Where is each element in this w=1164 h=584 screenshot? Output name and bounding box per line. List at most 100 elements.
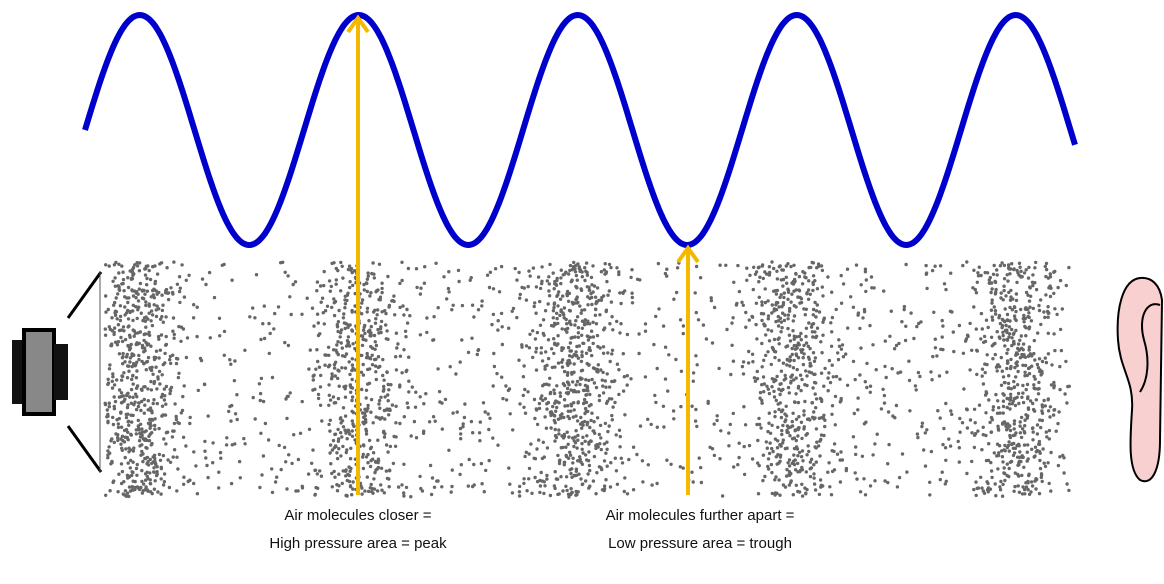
molecule xyxy=(361,335,364,338)
molecule xyxy=(121,271,124,274)
molecule xyxy=(785,363,788,366)
molecule xyxy=(1002,400,1005,403)
molecule xyxy=(113,301,116,304)
molecule xyxy=(501,397,504,400)
molecule xyxy=(777,336,780,339)
molecule xyxy=(342,316,345,319)
molecule xyxy=(118,417,121,420)
molecule xyxy=(1022,401,1025,404)
molecule xyxy=(571,461,574,464)
molecule xyxy=(833,468,836,471)
molecule xyxy=(731,316,734,319)
molecule xyxy=(1027,266,1030,269)
molecule xyxy=(383,417,386,420)
molecule xyxy=(368,382,371,385)
molecule xyxy=(600,448,603,451)
molecule xyxy=(1002,289,1005,292)
molecule xyxy=(789,355,792,358)
molecule xyxy=(975,327,978,330)
molecule xyxy=(718,264,721,267)
molecule xyxy=(814,356,817,359)
molecule xyxy=(579,458,582,461)
molecule xyxy=(419,487,422,490)
molecule xyxy=(1021,492,1024,495)
molecule xyxy=(348,373,351,376)
molecule xyxy=(822,434,825,437)
molecule xyxy=(694,408,697,411)
molecule xyxy=(952,330,955,333)
molecule xyxy=(163,472,166,475)
molecule xyxy=(970,460,973,463)
molecule xyxy=(115,310,118,313)
molecule xyxy=(534,350,537,353)
molecule xyxy=(795,418,798,421)
molecule xyxy=(939,416,942,419)
molecule xyxy=(944,459,947,462)
molecule xyxy=(165,431,168,434)
molecule xyxy=(1019,431,1022,434)
molecule xyxy=(419,287,422,290)
molecule xyxy=(1018,424,1021,427)
molecule xyxy=(175,489,178,492)
molecule xyxy=(854,378,857,381)
molecule xyxy=(159,492,162,495)
molecule xyxy=(662,425,665,428)
molecule xyxy=(535,408,538,411)
molecule xyxy=(1027,457,1030,460)
molecule xyxy=(313,493,316,496)
molecule xyxy=(737,456,740,459)
molecule xyxy=(368,367,371,370)
molecule xyxy=(786,327,789,330)
molecule xyxy=(511,491,514,494)
molecule xyxy=(965,472,968,475)
molecule xyxy=(837,338,840,341)
molecule xyxy=(336,340,339,343)
molecule xyxy=(194,464,197,467)
molecule xyxy=(577,336,580,339)
molecule xyxy=(775,292,778,295)
molecule xyxy=(1027,311,1030,314)
molecule xyxy=(415,286,418,289)
molecule xyxy=(694,291,697,294)
molecule xyxy=(368,331,371,334)
molecule xyxy=(135,343,138,346)
molecule xyxy=(117,286,120,289)
molecule xyxy=(1010,328,1013,331)
molecule xyxy=(120,282,123,285)
molecule xyxy=(1038,309,1041,312)
molecule xyxy=(988,421,991,424)
molecule xyxy=(871,453,874,456)
molecule xyxy=(1042,310,1045,313)
molecule xyxy=(164,413,167,416)
molecule xyxy=(160,466,163,469)
molecule xyxy=(901,452,904,455)
molecule xyxy=(277,305,280,308)
molecule xyxy=(1058,388,1061,391)
molecule xyxy=(782,278,785,281)
molecule xyxy=(583,266,586,269)
molecule xyxy=(147,342,150,345)
molecule xyxy=(842,282,845,285)
molecule xyxy=(788,334,791,337)
molecule xyxy=(576,419,579,422)
molecule xyxy=(1038,492,1041,495)
molecule xyxy=(581,275,584,278)
molecule xyxy=(342,406,345,409)
molecule xyxy=(812,410,815,413)
molecule xyxy=(437,306,440,309)
molecule xyxy=(830,413,833,416)
molecule xyxy=(369,291,372,294)
molecule xyxy=(163,480,166,483)
molecule xyxy=(385,443,388,446)
molecule xyxy=(149,319,152,322)
molecule xyxy=(177,376,180,379)
molecule xyxy=(617,393,620,396)
molecule xyxy=(622,352,625,355)
molecule xyxy=(764,287,767,290)
molecule xyxy=(761,263,764,266)
molecule xyxy=(183,295,186,298)
molecule xyxy=(545,427,548,430)
molecule xyxy=(773,395,776,398)
molecule xyxy=(664,346,667,349)
molecule xyxy=(692,371,695,374)
